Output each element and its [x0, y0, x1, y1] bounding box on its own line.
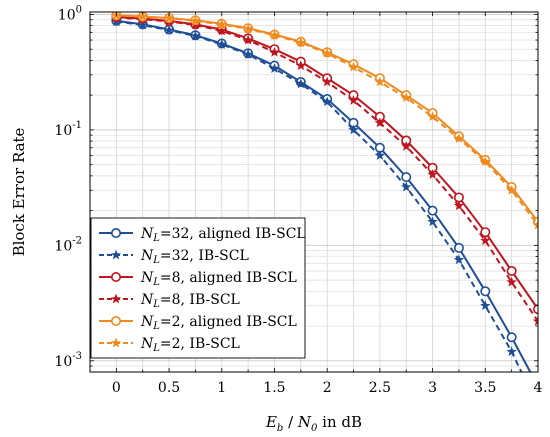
- data-point: [163, 24, 175, 35]
- data-point: [137, 12, 148, 21]
- legend: NL=32, aligned IB-SCL NL=32, IB-SCL NL=8, …: [90, 217, 306, 359]
- data-point: [401, 140, 412, 151]
- legend-label: NL=8, aligned IB-SCL: [140, 270, 297, 288]
- data-point: [532, 315, 538, 326]
- data-point: [453, 133, 465, 144]
- y-axis-label: Block Error Rate: [10, 127, 28, 256]
- x-tick-label: 4: [534, 380, 543, 396]
- data-point: [190, 15, 201, 26]
- data-point: [401, 92, 412, 103]
- y-tick-label: 100: [58, 4, 82, 23]
- data-point: [295, 60, 307, 71]
- grid: [90, 12, 539, 373]
- data-point: [216, 25, 227, 36]
- legend-label: NL=2, aligned IB-SCL: [140, 314, 297, 332]
- data-point: [269, 63, 280, 73]
- data-point: [216, 18, 227, 29]
- y-tick-label: 10-2: [54, 235, 82, 254]
- x-tick-label: 2: [323, 380, 332, 396]
- data-point: [401, 172, 412, 183]
- data-point: [321, 96, 333, 107]
- plot-frame: [89, 11, 539, 373]
- x-tick-label: 0: [112, 380, 121, 396]
- legend-marker: [111, 271, 122, 282]
- legend-label: NL=2, IB-SCL: [140, 336, 240, 354]
- data-point: [190, 30, 201, 41]
- data-point: [137, 19, 148, 30]
- x-tick-label: 3.5: [474, 380, 496, 396]
- ticks: 0 0.5 1 1.5 2 2.5 3 3.5 4 100 10-1 10-2 10-3: [54, 4, 542, 396]
- legend-label: NL=8, IB-SCL: [140, 292, 240, 310]
- legend-label: NL=32, IB-SCL: [140, 248, 249, 266]
- data-point: [348, 94, 359, 105]
- legend-marker: [111, 228, 122, 239]
- data-point: [427, 216, 438, 227]
- legend-label: NL=32, aligned IB-SCL: [140, 226, 306, 244]
- data-point: [453, 242, 464, 253]
- data-point: [242, 34, 254, 45]
- series-6: [111, 12, 538, 230]
- x-tick-label: 1.5: [263, 380, 285, 396]
- data-point: [348, 61, 359, 72]
- x-tick-label: 1: [217, 380, 226, 396]
- data-point: [480, 300, 491, 311]
- x-tick-label: 3: [428, 380, 437, 396]
- data-point: [216, 38, 227, 49]
- legend-marker: [110, 337, 122, 348]
- x-tick-label: 0.5: [158, 380, 180, 396]
- y-tick-label: 10-3: [54, 351, 82, 370]
- data-point: [242, 49, 254, 59]
- legend-entry: NL=8, aligned IB-SCL: [99, 270, 297, 288]
- legend-entry: NL=8, IB-SCL: [99, 292, 240, 310]
- legend-entry: NL=32, aligned IB-SCL: [99, 226, 306, 244]
- data-point: [321, 76, 333, 87]
- data-point: [532, 219, 538, 230]
- series-2: [111, 15, 523, 372]
- data-point: [480, 235, 491, 245]
- data-point: [269, 46, 280, 57]
- data-point: [269, 29, 280, 40]
- legend-entry: NL=32, IB-SCL: [99, 248, 249, 266]
- data-point: [506, 346, 517, 357]
- legend-box: [90, 217, 306, 359]
- series-layer: [111, 12, 538, 372]
- data-point: [480, 156, 491, 167]
- legend-marker: [110, 249, 122, 260]
- data-point: [427, 111, 438, 122]
- data-point: [374, 76, 386, 87]
- legend-marker: [111, 315, 122, 326]
- data-point: [374, 117, 386, 128]
- data-point: [506, 332, 517, 343]
- legend-entry: NL=2, aligned IB-SCL: [99, 314, 297, 332]
- data-point: [506, 184, 517, 195]
- data-point: [427, 205, 438, 216]
- data-point: [163, 12, 175, 23]
- series-line: [116, 20, 523, 372]
- data-point: [374, 150, 386, 160]
- data-point: [295, 78, 307, 89]
- data-point: [427, 169, 438, 180]
- legend-entry: NL=2, IB-SCL: [99, 336, 240, 354]
- x-tick-label: 2.5: [369, 380, 391, 396]
- data-point: [321, 47, 333, 58]
- data-point: [506, 265, 517, 276]
- data-point: [453, 200, 465, 211]
- data-point: [401, 181, 412, 192]
- data-point: [242, 23, 254, 34]
- data-point: [453, 254, 465, 265]
- data-point: [348, 124, 359, 135]
- data-point: [506, 276, 517, 287]
- x-axis-label: Eb / N0 in dB: [265, 413, 362, 434]
- legend-marker: [110, 293, 122, 304]
- y-tick-label: 10-1: [54, 120, 82, 139]
- data-point: [295, 37, 307, 48]
- data-point: [480, 286, 491, 297]
